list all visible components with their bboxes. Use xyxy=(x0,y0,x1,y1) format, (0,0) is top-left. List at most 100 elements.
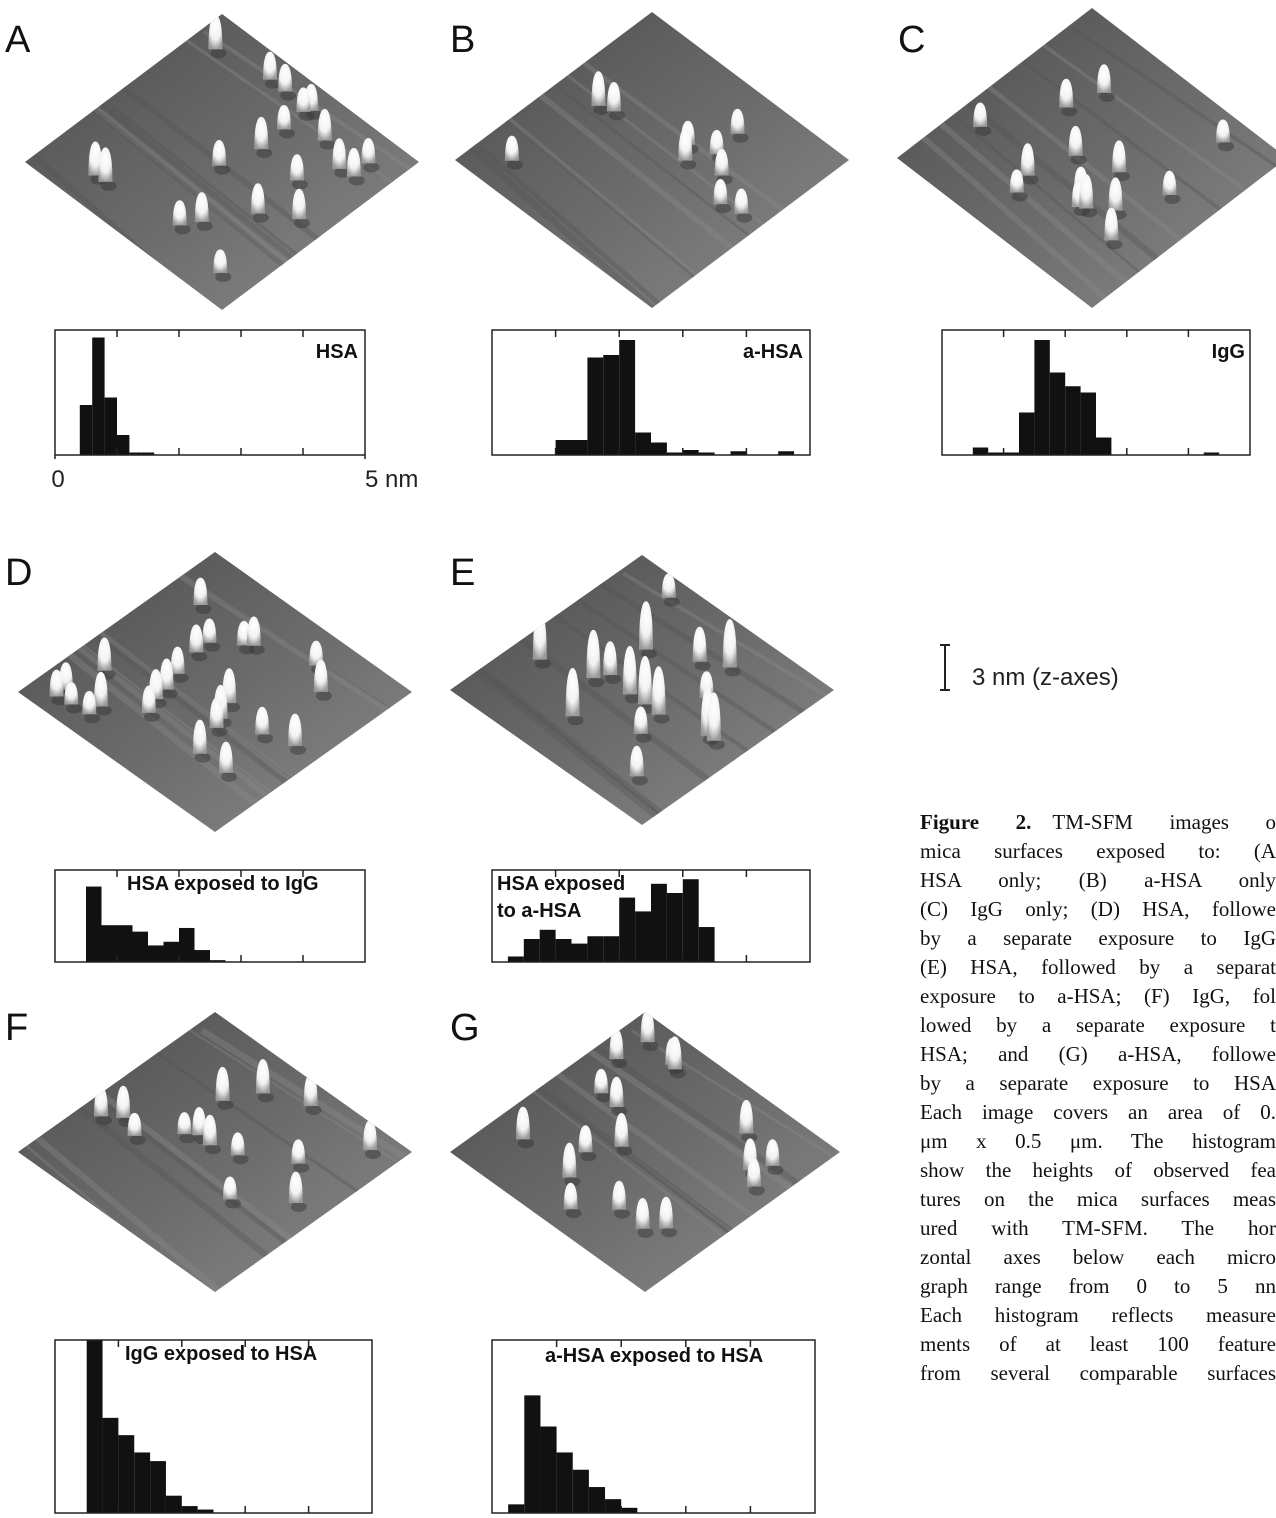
peak-shadow xyxy=(588,677,604,687)
histogram-bar xyxy=(133,932,149,962)
histogram-bar xyxy=(182,1506,198,1513)
peak xyxy=(533,611,547,659)
peak-shadow xyxy=(605,674,621,684)
peak-shadow xyxy=(162,689,178,699)
caption-line: from several comparable surfaces xyxy=(920,1359,1276,1388)
histogram-bar xyxy=(105,398,117,456)
peak-shadow xyxy=(100,181,116,191)
peak-shadow xyxy=(210,48,226,58)
peak-shadow xyxy=(638,1228,654,1238)
caption-line: by a separate exposure to HSA xyxy=(920,1069,1276,1098)
histogram-bar xyxy=(540,930,556,962)
histogram-bar xyxy=(1065,386,1080,455)
histogram-label: HSA xyxy=(316,341,358,363)
caption-line: Figure 2. TM-SFM images o xyxy=(920,808,1276,837)
histogram-bar xyxy=(87,1340,103,1513)
histogram-bar xyxy=(572,440,588,455)
x-tick-label: 5 nm xyxy=(365,466,418,493)
peak-shadow xyxy=(1061,107,1077,117)
histogram-bar xyxy=(587,936,603,962)
caption-line: show the heights of observed fea xyxy=(920,1156,1276,1185)
peak-shadow xyxy=(84,713,100,723)
peak-shadow xyxy=(636,733,652,743)
caption-line: graph range from 0 to 5 nn xyxy=(920,1272,1276,1301)
peak-shadow xyxy=(197,221,213,231)
peak-shadow xyxy=(280,91,296,101)
histogram-bar xyxy=(572,944,588,962)
panel-letter: F xyxy=(5,1007,28,1049)
histogram-bar xyxy=(508,956,524,962)
histogram-bar xyxy=(1081,393,1096,456)
peak-shadow xyxy=(1023,175,1039,185)
histogram-bar xyxy=(179,928,195,962)
peak-shadow xyxy=(205,1144,221,1154)
peak-shadow xyxy=(616,1146,632,1156)
scale-bar-label: 3 nm (z-axes) xyxy=(972,664,1119,691)
caption-text: (C) IgG only; (D) HSA, followe xyxy=(920,897,1276,921)
caption-text: tures on the mica surfaces meas xyxy=(920,1187,1276,1211)
peak-shadow xyxy=(568,715,584,725)
caption-line: by a separate exposure to IgG xyxy=(920,924,1276,953)
peak-shadow xyxy=(715,203,731,213)
histogram-bar xyxy=(573,1470,589,1513)
histogram-bar xyxy=(651,884,667,962)
histogram-bar xyxy=(603,355,619,455)
caption-text: Each image covers an area of 0. xyxy=(920,1100,1276,1124)
caption-text: exposure to a-HSA; (F) IgG, fol xyxy=(920,984,1276,1008)
histogram-bar xyxy=(102,925,118,962)
caption-text: by a separate exposure to HSA xyxy=(920,1071,1276,1095)
peak-shadow xyxy=(1218,141,1234,151)
histogram-bar xyxy=(86,887,102,962)
peak-shadow xyxy=(258,1092,274,1102)
peak-shadow xyxy=(221,772,237,782)
peak-shadow xyxy=(253,213,269,223)
histogram-bar xyxy=(1050,373,1065,456)
caption-line: zontal axes below each micro xyxy=(920,1243,1276,1272)
panel-letter: D xyxy=(5,552,32,594)
caption-line: (E) HSA, followed by a separat xyxy=(920,953,1276,982)
caption-text: ments of at least 100 feature xyxy=(920,1332,1276,1356)
caption-text: TM-SFM images o xyxy=(1052,810,1276,834)
peak-shadow xyxy=(736,213,752,223)
histogram-bar xyxy=(164,942,180,962)
peak-shadow xyxy=(1081,207,1097,217)
peak-shadow xyxy=(609,110,625,120)
peak-shadow xyxy=(654,714,670,724)
caption-text: lowed by a separate exposure t xyxy=(920,1013,1276,1037)
peak-shadow xyxy=(709,740,725,750)
panel-letter: B xyxy=(450,19,475,61)
histogram-bar xyxy=(524,939,540,962)
caption-text: mica surfaces exposed to: (A xyxy=(920,839,1276,863)
peak-shadow xyxy=(643,1041,659,1051)
peak-shadow xyxy=(320,140,336,150)
peak-shadow xyxy=(349,176,365,186)
caption-text: HSA; and (G) a-HSA, followe xyxy=(920,1042,1276,1066)
panel-letter: E xyxy=(450,552,475,594)
peak-shadow xyxy=(316,691,332,701)
peak-shadow xyxy=(294,218,310,228)
peak-shadow xyxy=(725,667,741,677)
histogram-bar xyxy=(699,927,715,962)
histogram-bar xyxy=(667,893,683,962)
histogram-bar xyxy=(651,443,667,456)
peak-shadow xyxy=(279,128,295,138)
histogram-bar xyxy=(1096,438,1111,456)
peak-shadow xyxy=(191,651,207,661)
caption-line: ments of at least 100 feature xyxy=(920,1330,1276,1359)
histogram-bar xyxy=(103,1418,119,1513)
micrograph-surface xyxy=(450,1012,840,1292)
histogram-bar xyxy=(635,433,651,456)
peak-shadow xyxy=(580,1151,596,1161)
histogram-bar xyxy=(619,340,635,455)
histogram-label: a-HSA exposed to HSA xyxy=(545,1345,763,1367)
peak-shadow xyxy=(214,165,230,175)
histogram-bar xyxy=(166,1496,182,1513)
peak-shadow xyxy=(1071,155,1087,165)
caption-line: mica surfaces exposed to: (A xyxy=(920,837,1276,866)
peak-shadow xyxy=(365,1149,381,1159)
histogram-label: HSA exposed xyxy=(497,873,625,895)
peak-shadow xyxy=(173,673,189,683)
histogram-bar xyxy=(92,338,104,456)
peak-shadow xyxy=(66,703,82,713)
histogram-label: HSA exposed to IgG xyxy=(127,873,319,895)
